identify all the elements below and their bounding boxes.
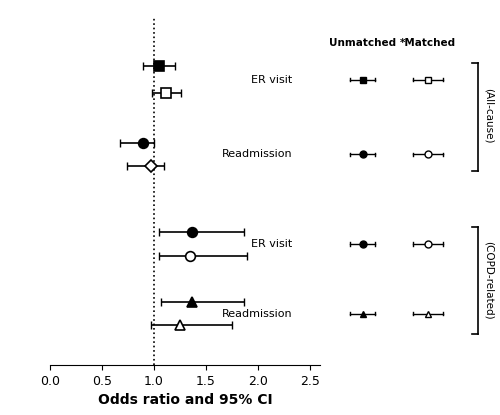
Text: (COPD-related): (COPD-related) bbox=[484, 241, 494, 320]
Text: Unmatched: Unmatched bbox=[329, 38, 396, 48]
Text: Readmission: Readmission bbox=[222, 309, 292, 319]
Text: (All-cause): (All-cause) bbox=[484, 88, 494, 144]
Text: ER visit: ER visit bbox=[252, 239, 292, 249]
X-axis label: Odds ratio and 95% CI: Odds ratio and 95% CI bbox=[98, 393, 272, 408]
Text: *Matched: *Matched bbox=[400, 38, 456, 48]
Text: ER visit: ER visit bbox=[252, 75, 292, 85]
Text: Readmission: Readmission bbox=[222, 149, 292, 159]
